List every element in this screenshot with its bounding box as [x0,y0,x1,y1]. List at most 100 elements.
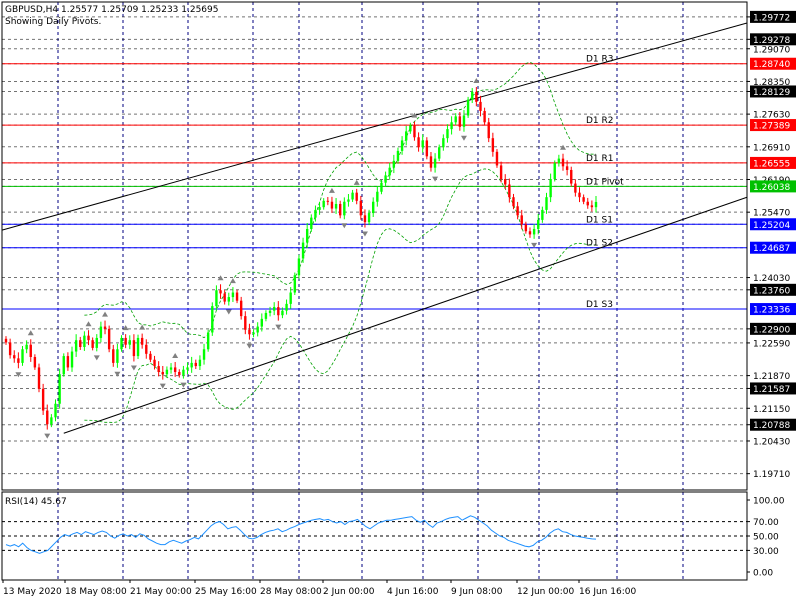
candle-bull [25,344,28,350]
pivot-price-tag [750,180,796,193]
price-tick-label: 1.23760 [753,286,790,296]
candle-bull [392,160,396,168]
candle-bear [330,201,334,209]
candle-bull [314,209,317,218]
candle-bear [277,307,280,316]
candle-bear [487,122,490,139]
candle-bull [450,122,453,130]
envelope-bands [84,61,597,423]
candle-bull [62,356,65,375]
pivot-name-label: D1 R3 [586,55,614,65]
channel-upper-line[interactable] [1,22,748,231]
candle-bull [400,140,404,151]
pivot-name-label: D1 Pivot [586,177,624,187]
candle-bear [429,156,433,168]
fractal-up-marker [172,352,179,358]
candle-bear [235,292,239,301]
candle-bear [157,366,160,372]
candle-bear [520,215,523,225]
candle-bull [405,131,408,141]
pivot-price-label: 1.26038 [753,183,790,193]
candle-bear [504,179,507,185]
rsi-tick-label: 30.00 [753,547,779,557]
pivot-name-label: D1 R1 [586,154,614,164]
candle-bear [132,340,136,357]
candle-bear [338,204,342,216]
candle-bull [367,213,371,223]
candle-bull [442,138,445,148]
candle-bull [268,310,272,313]
candle-bear [524,224,528,232]
candle-bull [376,191,379,202]
fractal-down-marker [93,355,100,361]
candle-bull [372,201,375,214]
time-tick-label: 9 Jun 08:00 [451,587,503,597]
candle-bull [532,228,536,235]
main-chart-frame [1,1,748,491]
candle-bull [165,369,169,375]
rsi-tick-label: 0.00 [753,569,773,579]
fractal-down-marker [460,135,467,141]
trend-channel[interactable] [1,22,748,434]
candle-bear [413,125,416,138]
price-tick-label: 1.20788 [753,421,790,431]
candle-bull [388,167,391,176]
rsi-series-line [5,515,597,554]
time-tick-label: 25 May 16:00 [195,587,257,597]
fractal-down-marker [275,324,282,330]
candle-bull [297,258,301,276]
fractal-up-marker [559,144,566,150]
candle-bull [462,115,466,127]
candle-bear [124,337,127,345]
rsi-tick-label: 70.00 [753,518,779,528]
candle-bear [355,192,358,201]
candle-bear [223,293,226,302]
fractal-down-marker [531,242,538,248]
channel-lower-line[interactable] [63,196,748,434]
fractal-down-marker [15,372,22,378]
candle-bull [116,349,119,363]
candle-bear [161,371,164,375]
time-tick-label: 2 Jun 00:00 [323,587,375,597]
candle-bear [219,290,222,294]
fractal-up-marker [122,325,129,331]
price-tick-label: 1.29772 [753,13,790,23]
pivot-price-tag [750,218,796,231]
candle-bear [140,337,144,345]
candle-bear [66,356,70,368]
candle-bull [136,337,140,357]
candle-bull [334,204,338,209]
candle-bull [347,199,350,202]
time-tick-label: 13 May 2020 [3,587,62,597]
fractal-up-marker [139,324,146,330]
price-tick-label: 1.28129 [753,88,790,98]
candle-bull [289,292,292,304]
price-tag-highlight [750,382,796,395]
candle-bear [516,206,519,216]
candle-bull [186,367,189,370]
candle-bull [351,192,354,200]
fractals [15,77,566,439]
candle-bull [301,242,305,259]
candle-bear [178,371,181,376]
candle-bear [173,367,177,372]
price-tick-label: 1.26910 [753,143,790,153]
pivots-caption: Showing Daily Pivots. [5,17,101,27]
candle-bull [421,140,424,148]
candle-bull [99,326,103,338]
candle-bear [495,151,499,166]
fractal-up-marker [328,187,335,193]
fractal-down-marker [159,383,166,389]
pivot-price-label: 1.28740 [753,60,790,70]
candle-bear [149,353,152,360]
candle-bull [54,403,57,418]
candles [4,86,598,430]
time-axis: 13 May 2020 18 May 08:00 21 May 00:00 25 Ma… [2,580,636,597]
candle-bear [528,231,532,235]
price-tick-label: 1.29278 [753,36,790,46]
fractal-down-marker [361,231,368,237]
candle-bull [83,335,86,348]
candle-bull [58,374,61,404]
